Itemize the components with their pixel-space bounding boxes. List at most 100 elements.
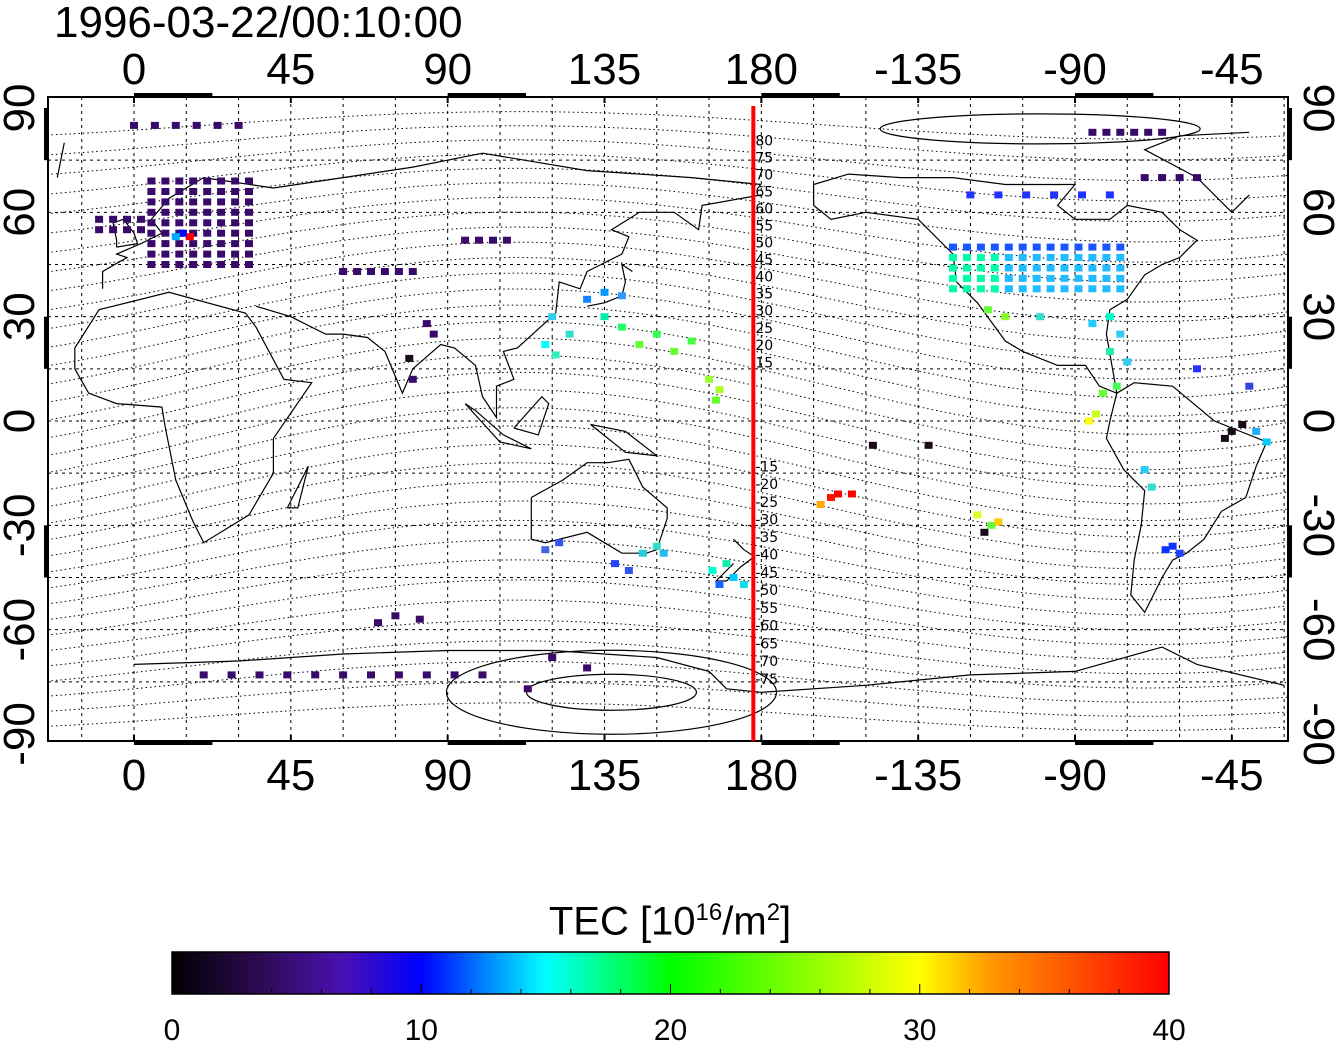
tec-pixel: [95, 215, 104, 223]
mag-lat-label: -15: [755, 460, 778, 476]
tec-pixel: [199, 671, 208, 679]
mag-lat-label: -75: [755, 672, 778, 688]
tec-pixel: [722, 560, 731, 568]
tec-pixel: [1060, 264, 1069, 272]
tec-pixel: [217, 261, 226, 268]
tec-pixel: [171, 121, 180, 129]
tec-pixel: [231, 177, 240, 185]
tec-pixel: [217, 177, 226, 185]
mag-lat-label: -50: [755, 583, 778, 599]
tec-pixel: [600, 288, 609, 296]
tec-pixel: [339, 268, 348, 275]
left-lat-label: -60: [0, 598, 44, 662]
tec-pixel: [949, 243, 957, 251]
tec-pixel: [966, 191, 975, 199]
tec-pixel: [1060, 274, 1069, 282]
tec-pixel: [227, 671, 236, 679]
border-bar: [447, 93, 527, 98]
coastline: [56, 131, 1250, 213]
bottom-lon-label: -135: [874, 751, 962, 800]
right-lat-label: -30: [1294, 494, 1340, 558]
tec-pixel: [311, 671, 320, 679]
tec-pixel: [415, 615, 424, 623]
mag-lat-label: -40: [755, 548, 778, 564]
tec-pixel: [1102, 254, 1111, 261]
mag-contour: [48, 462, 1288, 554]
mag-contour: [48, 519, 1288, 601]
tec-pixel: [367, 671, 375, 679]
top-lon-label: 180: [725, 45, 798, 94]
tec-pixel: [1238, 421, 1247, 428]
left-lat-label: 0: [0, 409, 44, 433]
mag-contour: [48, 389, 1288, 488]
tec-pixel: [189, 250, 198, 258]
tec-pixel: [161, 188, 170, 195]
tec-pixel: [1102, 274, 1111, 282]
tec-pixel: [949, 285, 957, 293]
tec-pixel: [161, 261, 170, 268]
tec-pixel: [715, 386, 724, 394]
tec-pixel: [659, 549, 668, 557]
tec-pixel: [1227, 427, 1236, 435]
tec-pixel: [834, 490, 842, 498]
left-lat-label: -30: [0, 494, 44, 558]
tec-pixel: [1032, 264, 1041, 272]
tec-pixel: [231, 188, 240, 195]
tec-pixel: [1060, 254, 1069, 261]
top-lon-label: 135: [568, 45, 641, 94]
tec-pixel: [1084, 417, 1093, 425]
tec-pixel: [1116, 254, 1125, 261]
bottom-lon-label: 180: [725, 751, 798, 800]
tec-pixel: [1102, 128, 1111, 136]
top-lon-label: 45: [266, 45, 315, 94]
bottom-lon-label: -45: [1200, 751, 1264, 800]
tec-pixel: [924, 441, 933, 449]
tec-pixel: [739, 581, 748, 588]
tec-pixel: [635, 341, 644, 348]
tec-pixel: [450, 671, 459, 679]
lat-lon-grid: [48, 97, 1288, 741]
mag-contour: [48, 559, 1288, 631]
tec-pixel: [147, 240, 156, 248]
tec-pixel: [147, 198, 156, 206]
tec-pixel: [217, 188, 226, 195]
mag-lat-label: 55: [755, 218, 773, 234]
tec-pixel: [245, 229, 253, 237]
tec-pixel: [551, 351, 560, 359]
tec-pixel: [1193, 365, 1201, 373]
colorbar-ticks: 0 10 20 30 40: [164, 984, 1186, 1042]
mag-contour: [48, 241, 1288, 323]
tec-pixel: [1144, 128, 1153, 136]
tec-pixel: [712, 396, 720, 404]
mag-contour: [48, 371, 1288, 471]
tec-pixel: [374, 619, 382, 627]
tec-pixel: [189, 177, 198, 185]
tec-pixel: [175, 250, 184, 258]
colorbar-tick-label: 0: [164, 1014, 181, 1042]
mag-lat-label: 25: [755, 321, 773, 337]
tec-pixel: [1130, 128, 1139, 136]
tec-pixel: [461, 236, 470, 244]
tec-pixel: [1046, 274, 1055, 282]
border-bar: [1287, 316, 1292, 369]
right-lat-label: -60: [1294, 598, 1340, 662]
mag-lat-label: 80: [755, 133, 773, 149]
tec-pixel: [217, 229, 226, 237]
coastline: [586, 263, 633, 307]
tec-pixel: [617, 292, 626, 300]
tec-pixel: [231, 229, 240, 237]
axes: 0045459090135135180180-135-135-90-90-45-…: [0, 45, 1340, 800]
mag-lat-label: -20: [755, 477, 778, 493]
tec-pixel: [687, 337, 696, 345]
tec-pixel: [1161, 546, 1170, 554]
mag-contour: [48, 337, 1288, 435]
mag-contour: [48, 272, 1288, 361]
tec-pixel: [245, 177, 253, 185]
colorbar-tick-label: 10: [405, 1014, 438, 1042]
tec-pixel: [189, 219, 198, 227]
coastline: [464, 403, 532, 450]
tec-pixel: [1032, 274, 1041, 282]
tec-pixel: [541, 546, 550, 554]
tec-pixel: [1046, 254, 1055, 261]
